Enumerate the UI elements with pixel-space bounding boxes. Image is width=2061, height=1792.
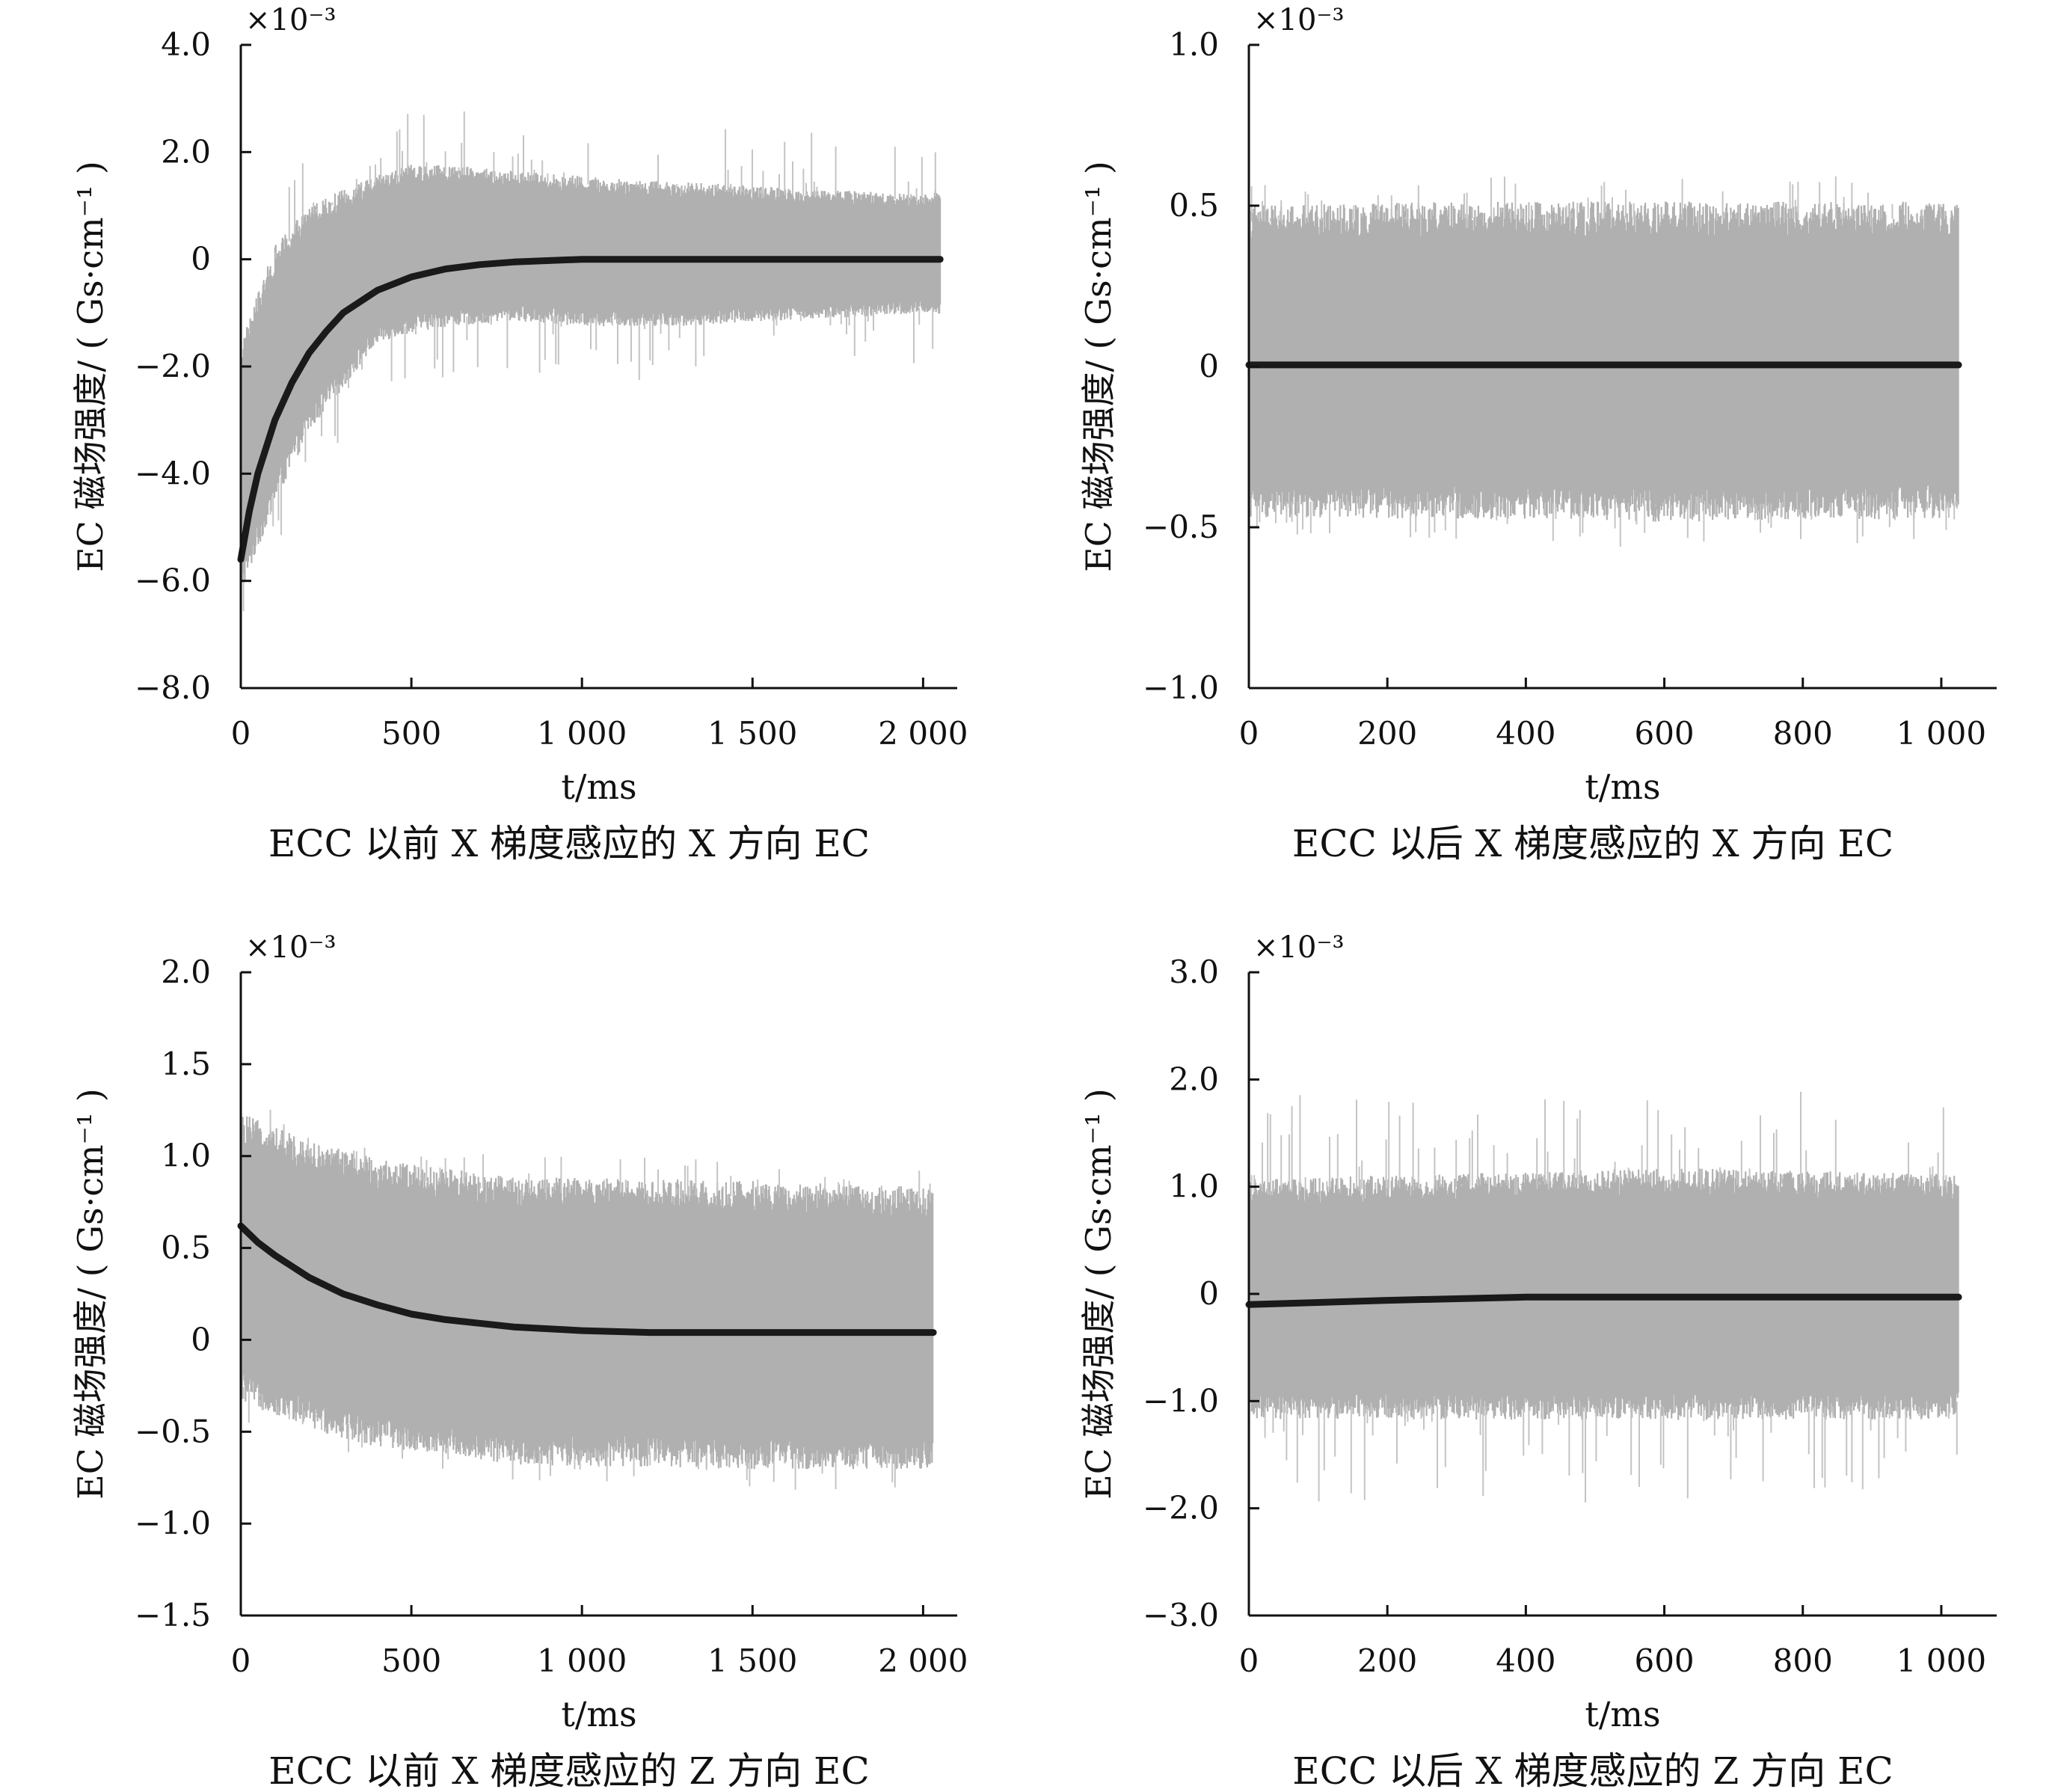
x-tick-label: 0 [231, 1642, 251, 1679]
y-tick-label: −1.0 [1143, 1382, 1219, 1419]
x-tick-label: 200 [1357, 1642, 1417, 1679]
axis-multiplier: ×10⁻³ [245, 930, 337, 965]
chart-caption: ECC 以后 X 梯度感应的 Z 方向 EC [1292, 1749, 1893, 1792]
chart-z-after-ecc: −3.0 −2.0 −1.0 0 1.0 2.0 3.0 0 200 400 600 800 1 000… [1078, 930, 1997, 1792]
x-tick-label: 600 [1634, 1642, 1694, 1679]
x-tick-label: 500 [381, 1642, 441, 1679]
y-axis-label: EC 磁场强度/ ( Gs·cm⁻¹ ) [1078, 161, 1119, 572]
fitted-curve [237, 256, 944, 563]
y-tick-label: −0.5 [135, 1413, 211, 1449]
y-tick-label: 0 [191, 241, 211, 277]
y-tick-label: 2.0 [161, 133, 211, 170]
noise-spikes [242, 111, 939, 612]
x-tick-label: 500 [381, 715, 441, 752]
x-tick-label: 600 [1634, 715, 1694, 752]
y-tick-label: −2.0 [135, 348, 211, 384]
x-axis-label: t/ms [561, 767, 636, 807]
y-tick-label: −4.0 [135, 455, 211, 491]
x-tick-label: 0 [1239, 1642, 1259, 1679]
chart-z-before-ecc: −1.5 −1.0 −0.5 0 0.5 1.0 1.5 2.0 0 500 1 000 1 500 2… [70, 930, 968, 1792]
y-tick-label: −6.0 [135, 562, 211, 599]
x-tick-label: 1 500 [707, 715, 797, 752]
y-tick-label: −1.0 [1143, 669, 1219, 706]
x-tick-label: 1 000 [1896, 1642, 1986, 1679]
y-tick-label: −1.0 [135, 1505, 211, 1541]
y-tick-label: 2.0 [161, 954, 211, 990]
y-tick-label: 1.5 [161, 1046, 211, 1082]
y-tick-label: 1.0 [161, 1138, 211, 1174]
noise-spikes [242, 1109, 934, 1490]
chart-x-before-ecc: −8.0 −6.0 −4.0 −2.0 0 2.0 4.0 0 500 1 000 1 500 2 0… [70, 3, 968, 865]
axis-multiplier: ×10⁻³ [245, 3, 337, 37]
x-axis-label: t/ms [1585, 767, 1660, 807]
chart-caption: ECC 以前 X 梯度感应的 Z 方向 EC [268, 1749, 869, 1792]
fitted-curve [237, 1222, 937, 1337]
y-tick-label: 0 [1199, 1275, 1219, 1312]
y-tick-label: 0 [191, 1321, 211, 1357]
y-tick-label: −3.0 [1143, 1597, 1219, 1633]
x-axis-label: t/ms [1585, 1694, 1660, 1734]
x-tick-label: 2 000 [878, 1642, 968, 1679]
y-tick-label: −0.5 [1143, 509, 1219, 545]
y-axis-label: EC 磁场强度/ ( Gs·cm⁻¹ ) [1078, 1088, 1119, 1500]
chart-caption: ECC 以后 X 梯度感应的 X 方向 EC [1292, 822, 1893, 865]
x-tick-label: 800 [1773, 715, 1833, 752]
y-tick-label: 3.0 [1169, 954, 1219, 990]
y-tick-label: 0.5 [161, 1230, 211, 1266]
y-axis-label: EC 磁场强度/ ( Gs·cm⁻¹ ) [70, 1088, 111, 1500]
y-tick-label: 1.0 [1169, 1168, 1219, 1205]
x-tick-label: 2 000 [878, 715, 968, 752]
axis-multiplier: ×10⁻³ [1253, 930, 1345, 965]
y-tick-label: 4.0 [161, 26, 211, 63]
y-tick-label: 2.0 [1169, 1061, 1219, 1097]
y-axis-label: EC 磁场强度/ ( Gs·cm⁻¹ ) [70, 161, 111, 572]
y-tick-label: −8.0 [135, 669, 211, 706]
chart-caption: ECC 以前 X 梯度感应的 X 方向 EC [268, 822, 870, 865]
x-tick-label: 1 000 [1896, 715, 1986, 752]
noise-band [239, 165, 942, 583]
chart-x-after-ecc: −1.0 −0.5 0 0.5 1.0 0 200 400 600 800 1 000 ×10⁻³ t/… [1078, 3, 1997, 865]
x-tick-label: 1 500 [707, 1642, 797, 1679]
y-tick-label: 0 [1199, 348, 1219, 384]
x-tick-label: 200 [1357, 715, 1417, 752]
y-tick-label: −1.5 [135, 1597, 211, 1633]
x-tick-label: 1 000 [537, 715, 627, 752]
x-tick-label: 400 [1496, 715, 1555, 752]
axis-multiplier: ×10⁻³ [1253, 3, 1345, 37]
y-tick-label: −2.0 [1143, 1490, 1219, 1526]
x-axis-label: t/ms [561, 1694, 636, 1734]
x-tick-label: 400 [1496, 1642, 1555, 1679]
y-tick-label: 1.0 [1169, 26, 1219, 63]
fitted-curve [1245, 1293, 1962, 1308]
x-tick-label: 800 [1773, 1642, 1833, 1679]
x-tick-label: 0 [1239, 715, 1259, 752]
y-tick-label: 0.5 [1169, 187, 1219, 224]
x-tick-label: 1 000 [537, 1642, 627, 1679]
x-tick-label: 0 [231, 715, 251, 752]
